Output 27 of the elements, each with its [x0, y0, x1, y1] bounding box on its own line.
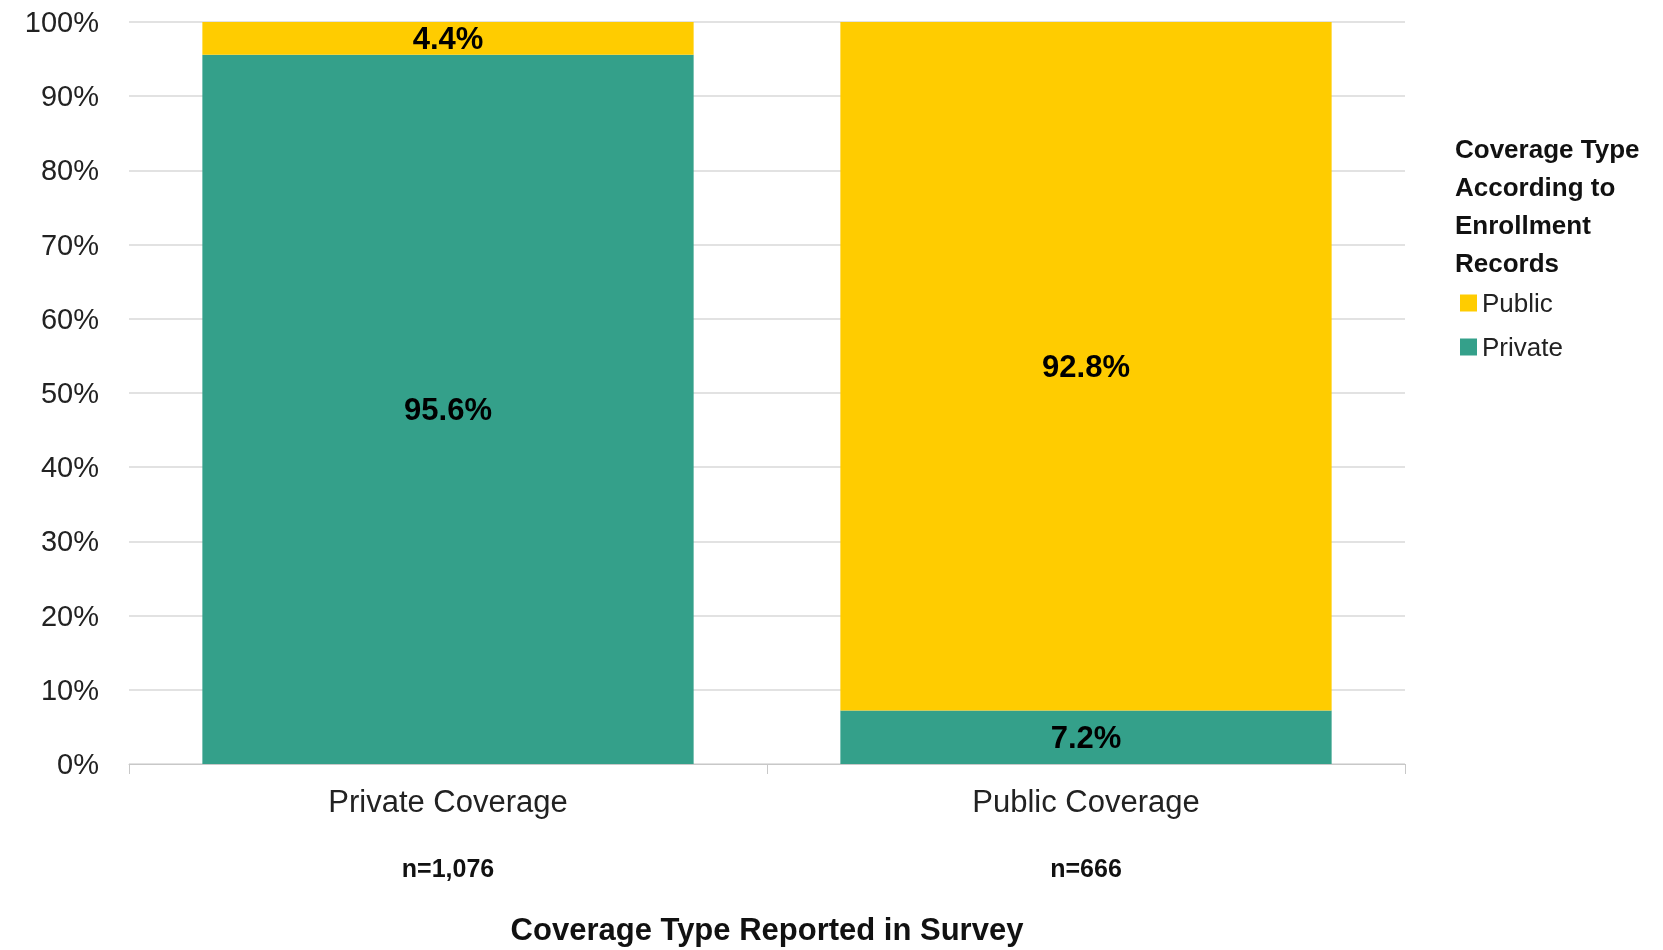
y-tick-label: 20% — [40, 599, 99, 632]
bar — [840, 22, 1332, 711]
y-tick-label: 30% — [40, 525, 99, 558]
data-label: 7.2% — [1050, 719, 1122, 755]
y-tick-label: 50% — [40, 377, 99, 409]
bar — [202, 54, 694, 764]
legend-label: Public — [1482, 288, 1553, 318]
x-tick-label: Public Coverage — [972, 784, 1200, 819]
text: n=666 — [1050, 854, 1122, 882]
y-tick-label: 0% — [57, 748, 99, 780]
x-tick-label: Private Coverage — [328, 784, 568, 819]
y-tick-label: 80% — [40, 154, 99, 187]
bar — [202, 22, 694, 55]
text: n=1,076 — [401, 854, 495, 882]
legend-title: Coverage Type According to Enrollment Records — [1455, 134, 1647, 278]
data-label: 4.4% — [412, 20, 484, 56]
y-tick-label: 70% — [40, 228, 99, 261]
y-tick-label: 90% — [40, 80, 99, 113]
y-tick-label: 100% — [24, 6, 99, 38]
x-axis-title: Coverage Type Reported in Survey — [510, 912, 1025, 947]
y-tick-label: 60% — [40, 302, 99, 335]
legend-label: Private — [1482, 332, 1563, 362]
bar — [840, 710, 1332, 764]
y-tick-label: 10% — [40, 673, 99, 706]
y-tick-label: 40% — [40, 451, 99, 484]
data-label: 92.8% — [1042, 348, 1130, 384]
data-label: 95.6% — [404, 391, 492, 427]
